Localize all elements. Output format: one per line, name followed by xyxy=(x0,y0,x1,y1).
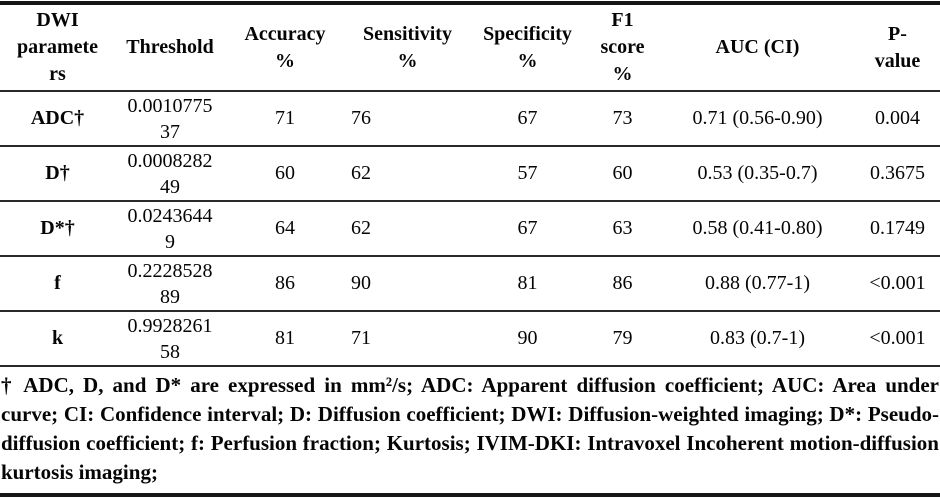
cell-sensitivity: 90 xyxy=(345,256,470,312)
cell-f1-score: 63 xyxy=(585,201,660,257)
cell-accuracy: 60 xyxy=(225,146,345,202)
col-header-auc-ci: AUC (CI) xyxy=(660,3,855,92)
cell-auc-ci: 0.58 (0.41-0.80) xyxy=(660,201,855,257)
cell-auc-ci: 0.83 (0.7-1) xyxy=(660,311,855,367)
cell-specificity: 67 xyxy=(470,201,585,257)
table-footnote: † ADC, D, and D* are expressed in mm²/s;… xyxy=(1,373,939,484)
cell-auc-ci: 0.53 (0.35-0.7) xyxy=(660,146,855,202)
cell-specificity: 67 xyxy=(470,91,585,147)
cell-f1-score: 60 xyxy=(585,146,660,202)
cell-parameter: f xyxy=(0,256,115,312)
cell-f1-score: 73 xyxy=(585,91,660,147)
col-header-accuracy: Accuracy % xyxy=(225,3,345,92)
cell-auc-ci: 0.88 (0.77-1) xyxy=(660,256,855,312)
cell-sensitivity: 76 xyxy=(345,91,470,147)
cell-accuracy: 81 xyxy=(225,311,345,367)
header-row: DWI paramete rs Threshold Accuracy % Sen… xyxy=(0,3,940,92)
cell-accuracy: 64 xyxy=(225,201,345,257)
cell-accuracy: 86 xyxy=(225,256,345,312)
col-header-f1-score: F1 score % xyxy=(585,3,660,92)
table-row-k: k 0.9928261 58 81 71 90 79 0.83 (0.7-1) … xyxy=(0,311,940,367)
cell-sensitivity: 62 xyxy=(345,201,470,257)
footnote-row: † ADC, D, and D* are expressed in mm²/s;… xyxy=(0,366,940,495)
cell-auc-ci: 0.71 (0.56-0.90) xyxy=(660,91,855,147)
cell-threshold: 0.2228528 89 xyxy=(115,256,225,312)
col-header-p-value: P- value xyxy=(855,3,940,92)
cell-p-value: <0.001 xyxy=(855,311,940,367)
col-header-specificity: Specificity % xyxy=(470,3,585,92)
cell-parameter: D*† xyxy=(0,201,115,257)
cell-parameter: ADC† xyxy=(0,91,115,147)
col-header-sensitivity: Sensitivity % xyxy=(345,3,470,92)
cell-accuracy: 71 xyxy=(225,91,345,147)
cell-parameter: k xyxy=(0,311,115,367)
cell-parameter: D† xyxy=(0,146,115,202)
col-header-dwi-parameters: DWI paramete rs xyxy=(0,3,115,92)
cell-specificity: 81 xyxy=(470,256,585,312)
cell-threshold: 0.0010775 37 xyxy=(115,91,225,147)
cell-f1-score: 86 xyxy=(585,256,660,312)
table-row-adc: ADC† 0.0010775 37 71 76 67 73 0.71 (0.56… xyxy=(0,91,940,147)
cell-p-value: 0.3675 xyxy=(855,146,940,202)
cell-threshold: 0.0243644 9 xyxy=(115,201,225,257)
table-row-f: f 0.2228528 89 86 90 81 86 0.88 (0.77-1)… xyxy=(0,256,940,312)
cell-specificity: 57 xyxy=(470,146,585,202)
cell-p-value: 0.004 xyxy=(855,91,940,147)
table-row-dstar: D*† 0.0243644 9 64 62 67 63 0.58 (0.41-0… xyxy=(0,201,940,257)
cell-threshold: 0.9928261 58 xyxy=(115,311,225,367)
cell-threshold: 0.0008282 49 xyxy=(115,146,225,202)
cell-f1-score: 79 xyxy=(585,311,660,367)
cell-p-value: 0.1749 xyxy=(855,201,940,257)
cell-specificity: 90 xyxy=(470,311,585,367)
table-row-d: D† 0.0008282 49 60 62 57 60 0.53 (0.35-0… xyxy=(0,146,940,202)
cell-sensitivity: 71 xyxy=(345,311,470,367)
cell-p-value: <0.001 xyxy=(855,256,940,312)
col-header-threshold: Threshold xyxy=(115,3,225,92)
cell-sensitivity: 62 xyxy=(345,146,470,202)
